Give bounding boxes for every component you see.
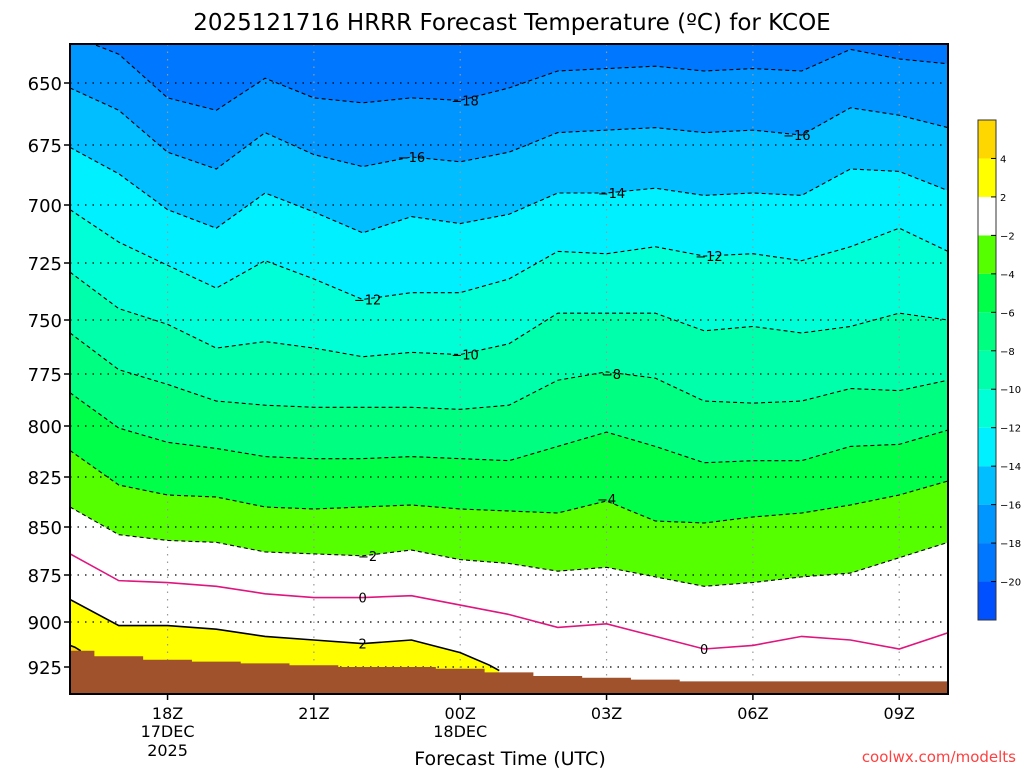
- x-tick-label: 21Z: [298, 704, 329, 723]
- pressure-axis: 650 675 700 725 750 775 800 825 850 875 900 925: [28, 74, 70, 679]
- contour-label: −8: [602, 368, 621, 383]
- x-tick-label: 09Z: [884, 704, 915, 723]
- colorbar-frame: [977, 119, 997, 621]
- temperature-fills: [70, 44, 948, 694]
- contour-label: 0: [700, 643, 708, 658]
- contour-line-4: [70, 644, 82, 652]
- x-axis-label: Forecast Time (UTC): [414, 748, 605, 768]
- colorbar-band: [978, 158, 996, 197]
- colorbar-label: −10: [1000, 385, 1021, 396]
- contour-label: −14: [598, 187, 625, 202]
- colorbar-band: [978, 504, 996, 544]
- contour-label: −12: [354, 293, 381, 308]
- contour-labels: −18 −16 −16 −14 −12 −12 −10 −8 −4 −2 0 0 2: [354, 94, 811, 658]
- colorbar-band: [978, 120, 996, 159]
- ground-surface: [70, 650, 948, 694]
- y-tick-label: 725: [28, 254, 62, 275]
- colorbar-band: [978, 466, 996, 505]
- y-tick-label: 850: [28, 518, 62, 539]
- colorbar-band: [978, 196, 996, 236]
- y-tick-label: 775: [28, 365, 62, 386]
- ground-fill: [70, 650, 948, 694]
- contour-label: −10: [451, 349, 478, 364]
- contour-line-0: [70, 553, 948, 650]
- colorbar-band: [978, 312, 996, 351]
- contour-line--14: [70, 146, 948, 234]
- colorbar-label: −8: [1000, 347, 1015, 358]
- y-tick-label: 675: [28, 136, 62, 157]
- colorbar-label: −4: [1000, 270, 1015, 281]
- x-tick-sub1: 18DEC: [433, 722, 487, 741]
- y-tick-label: 900: [28, 613, 62, 634]
- y-tick-label: 750: [28, 311, 62, 332]
- colorbar-band: [978, 427, 996, 467]
- colorbar: −20 −18 −16 −14 −12 −10 −8 −6 −4 −2 2 4: [977, 119, 1021, 621]
- colorbar-label: −6: [1000, 308, 1015, 319]
- x-tick-label: 18Z: [152, 704, 183, 723]
- plot-frame: [69, 43, 949, 695]
- contour-line--16: [70, 87, 948, 170]
- contour-line--12: [70, 209, 948, 301]
- x-tick-sub2: 2025: [147, 741, 188, 760]
- contour-label: −16: [783, 129, 810, 144]
- contour-line--4: [70, 450, 948, 524]
- x-tick-sub1: 17DEC: [141, 722, 195, 741]
- colorbar-label: 4: [1000, 154, 1006, 165]
- contour-line--8: [70, 332, 948, 410]
- y-tick-label: 800: [28, 417, 62, 438]
- colorbar-band: [978, 350, 996, 390]
- x-tick-label: 03Z: [591, 704, 622, 723]
- colorbar-label: −20: [1000, 578, 1021, 589]
- credit-link[interactable]: coolwx.com/modelts: [862, 748, 1016, 766]
- y-tick-label: 825: [28, 468, 62, 489]
- y-tick-label: 875: [28, 566, 62, 587]
- contour-label: 2: [359, 638, 367, 653]
- chart-title: 2025121716 HRRR Forecast Temperature (ºC…: [193, 10, 830, 36]
- colorbar-label: −16: [1000, 501, 1021, 512]
- colorbar-label: −14: [1000, 462, 1021, 473]
- contour-label: −16: [398, 151, 425, 166]
- colorbar-band: [978, 273, 996, 313]
- colorbar-band: [978, 389, 996, 428]
- colorbar-band: [978, 581, 996, 620]
- colorbar-label: −2: [1000, 231, 1015, 242]
- contour-label: −4: [597, 493, 616, 508]
- y-tick-label: 650: [28, 74, 62, 95]
- colorbar-label: −18: [1000, 539, 1021, 550]
- colorbar-label: −12: [1000, 424, 1021, 435]
- contour-label: −18: [451, 94, 478, 109]
- contour-label: −12: [695, 250, 722, 265]
- contour-label: −2: [358, 550, 377, 565]
- contour-line--2: [70, 506, 948, 587]
- x-tick-label: 00Z: [445, 704, 476, 723]
- colorbar-band: [978, 235, 996, 274]
- colorbar-label: 2: [1000, 193, 1006, 204]
- contour-line--18: [91, 44, 948, 111]
- contour-lines: [70, 44, 948, 672]
- y-tick-label: 925: [28, 658, 62, 679]
- contour-line--10: [70, 271, 948, 358]
- x-tick-label: 06Z: [737, 704, 768, 723]
- colorbar-band: [978, 543, 996, 582]
- contour-label: 0: [359, 592, 367, 607]
- y-tick-label: 700: [28, 196, 62, 217]
- contour-line-2: [70, 598, 500, 672]
